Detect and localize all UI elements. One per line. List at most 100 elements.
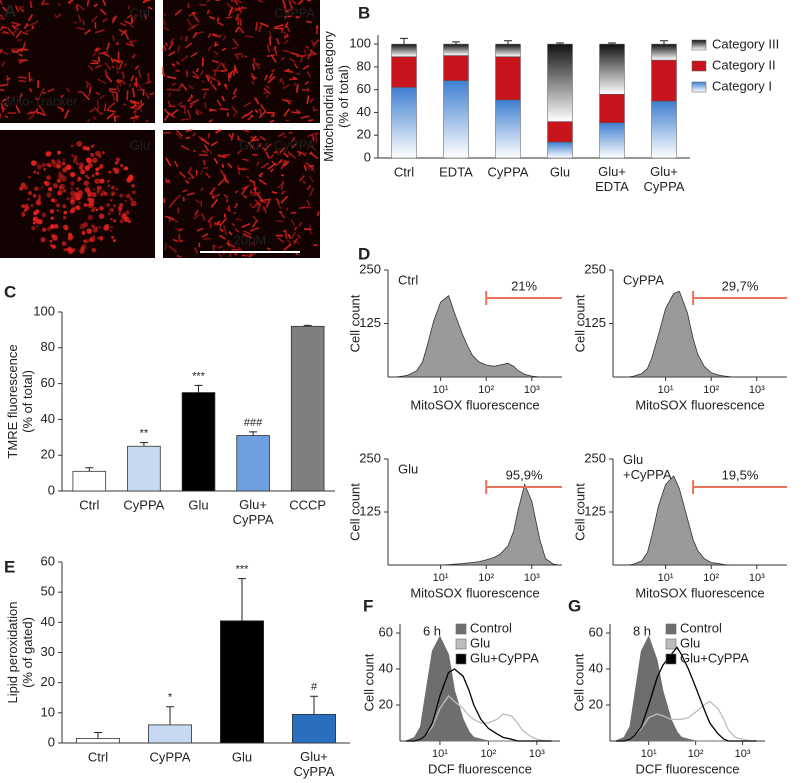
mito-fiber	[307, 133, 315, 138]
mito-dot	[41, 212, 47, 218]
mito-fiber	[280, 195, 289, 204]
x-tick-label: Glu+ CyPPA	[233, 497, 274, 527]
mito-fiber	[283, 39, 290, 45]
mito-fiber	[219, 107, 229, 111]
mito-fiber	[210, 140, 218, 147]
mito-dot	[48, 164, 52, 168]
mito-dot	[110, 199, 113, 202]
mito-dot	[85, 174, 88, 178]
mito-fiber	[179, 36, 183, 41]
mito-fiber	[237, 137, 245, 143]
y-tick-label: 0	[364, 149, 371, 164]
mito-fiber	[93, 116, 96, 121]
mito-dot	[62, 216, 67, 220]
mito-fiber	[236, 9, 241, 12]
error-bar	[94, 731, 102, 739]
bar-segment	[599, 43, 625, 95]
mito-fiber	[118, 60, 124, 70]
mito-dot	[31, 226, 36, 231]
mito-fiber	[315, 133, 318, 143]
histogram	[620, 290, 785, 378]
mito-fiber	[176, 61, 180, 66]
legend-label: Category III	[712, 36, 779, 51]
mito-fiber	[276, 158, 283, 166]
mito-fiber	[13, 26, 20, 34]
mito-fiber	[1, 50, 9, 56]
mito-dot	[119, 219, 124, 224]
mito-fiber	[280, 190, 286, 195]
histogram	[395, 295, 560, 378]
mito-fiber	[176, 254, 182, 258]
mito-dot	[78, 201, 82, 204]
mito-dot	[62, 158, 66, 161]
mito-fiber	[11, 24, 16, 30]
mito-fiber	[221, 217, 227, 225]
x-axis-label: MitoSOX fluorescence	[635, 397, 764, 412]
bar	[72, 470, 107, 492]
mito-dot	[83, 239, 87, 243]
mito-fiber	[207, 216, 214, 223]
mito-fiber	[217, 80, 221, 86]
mito-dot	[70, 187, 73, 190]
mito-fiber	[123, 63, 128, 67]
histogram-line	[406, 668, 552, 742]
y-tick-label: 60	[41, 375, 55, 390]
x-axis-label: DCF fluorescence	[635, 761, 739, 776]
mito-dot	[79, 248, 85, 254]
mito-dot	[57, 160, 62, 165]
mito-dot	[70, 209, 73, 213]
mito-fiber	[203, 159, 206, 166]
mito-fiber	[187, 98, 192, 103]
bar	[291, 713, 336, 744]
mito-fiber	[135, 77, 138, 88]
mito-dot	[109, 207, 115, 213]
mito-fiber	[31, 25, 34, 30]
mito-fiber	[220, 69, 228, 72]
mito-fiber	[206, 0, 211, 3]
mito-dot	[62, 167, 68, 173]
mito-fiber	[285, 207, 289, 211]
mito-fiber	[192, 13, 199, 22]
mito-fiber	[245, 35, 254, 38]
mito-fiber	[194, 209, 199, 216]
mito-dot	[49, 209, 55, 214]
mito-dot	[61, 161, 66, 166]
mito-fiber	[1, 96, 10, 103]
mito-dot	[36, 164, 42, 170]
mito-dot	[103, 191, 108, 196]
mito-fiber	[253, 97, 260, 105]
mito-dot	[92, 157, 98, 164]
y-axis-label: Cell count	[347, 294, 362, 352]
bar	[147, 724, 192, 744]
mito-fiber	[177, 227, 184, 232]
mito-fiber	[128, 83, 132, 88]
mito-dot	[90, 152, 95, 158]
mito-fiber	[115, 64, 119, 75]
mito-fiber	[106, 109, 116, 113]
mito-fiber	[184, 42, 193, 49]
mito-fiber	[306, 20, 312, 24]
mito-fiber	[174, 9, 182, 16]
mito-fiber	[29, 0, 33, 9]
mito-fiber	[245, 175, 250, 180]
mito-dot	[92, 206, 97, 211]
mito-dot	[91, 224, 95, 229]
y-axis-label: Cell count	[571, 653, 586, 711]
mito-fiber	[211, 193, 221, 199]
mito-dot	[49, 239, 53, 243]
mito-fiber	[97, 56, 101, 63]
mito-dot	[23, 185, 29, 191]
mito-dot	[70, 181, 75, 186]
mito-fiber	[199, 3, 207, 7]
mito-dot	[114, 161, 119, 165]
mito-fiber	[61, 108, 65, 112]
x-tick-label: Glu+ CyPPA	[294, 749, 335, 779]
mito-fiber	[0, 0, 3, 6]
mito-fiber	[14, 5, 20, 13]
mito-fiber	[175, 69, 180, 72]
mito-fiber	[263, 91, 268, 95]
text-line: Glu+	[239, 497, 267, 512]
mito-fiber	[258, 172, 264, 177]
mito-fiber	[308, 97, 315, 104]
mito-dot	[41, 162, 47, 168]
